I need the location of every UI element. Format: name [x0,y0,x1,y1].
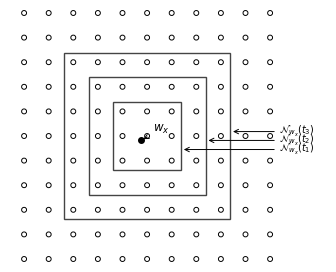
Bar [89,78,206,194]
Bar [113,102,181,170]
Bar [64,53,230,219]
Text: $\mathcal{N}_{w_x}(t_2)$: $\mathcal{N}_{w_x}(t_2)$ [279,133,314,148]
Text: $\boldsymbol{w_x}$: $\boldsymbol{w_x}$ [144,123,169,139]
Text: $\mathcal{N}_{w_x}(t_3)$: $\mathcal{N}_{w_x}(t_3)$ [279,124,314,139]
Text: $\mathcal{N}_{w_x}(t_1)$: $\mathcal{N}_{w_x}(t_1)$ [279,142,314,157]
